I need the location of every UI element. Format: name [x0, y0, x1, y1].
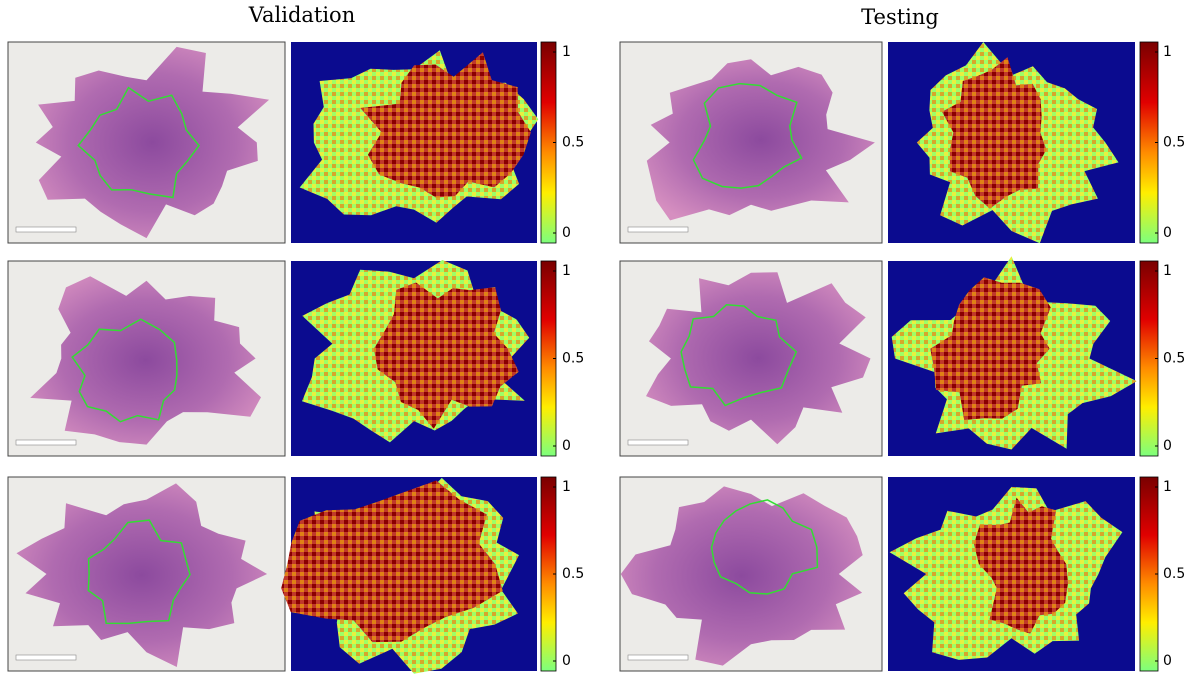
colorbar-tick-label: 0.5	[562, 351, 584, 367]
colorbar-tick-label: 0.5	[1163, 351, 1185, 367]
column-title: Testing	[861, 5, 939, 29]
figure: Validation Testing 1 0.5 0 1 0.5 0 1 0.5 0 1 0.5 0 1…	[0, 0, 1203, 677]
colorbar-tick-label: 0	[1163, 438, 1172, 454]
colorbar-tick-label: 1	[1163, 44, 1172, 60]
colorbar-tick-label: 0.5	[1163, 135, 1185, 151]
scale-bar	[628, 440, 688, 445]
scale-bar	[628, 655, 688, 660]
colorbar-tick-label: 0.5	[562, 135, 584, 151]
colorbar-tick-label: 0.5	[1163, 566, 1185, 582]
colorbar-tick-label: 0	[1163, 225, 1172, 241]
colorbar-tick-label: 1	[562, 44, 571, 60]
colorbar-tick-label: 0	[562, 438, 571, 454]
scale-bar	[16, 655, 76, 660]
colorbar-tick-label: 1	[562, 263, 571, 279]
scale-bar	[16, 227, 76, 232]
scale-bar	[16, 440, 76, 445]
colorbar-tick-label: 0	[562, 225, 571, 241]
colorbar-tick-label: 1	[1163, 263, 1172, 279]
colorbar-tick-label: 0	[562, 653, 571, 669]
column-title: Validation	[248, 3, 355, 27]
colorbar-tick-label: 1	[562, 479, 571, 495]
colorbar-tick-label: 0.5	[562, 566, 584, 582]
colorbar-tick-label: 1	[1163, 479, 1172, 495]
scale-bar	[628, 227, 688, 232]
colorbar-tick-label: 0	[1163, 653, 1172, 669]
